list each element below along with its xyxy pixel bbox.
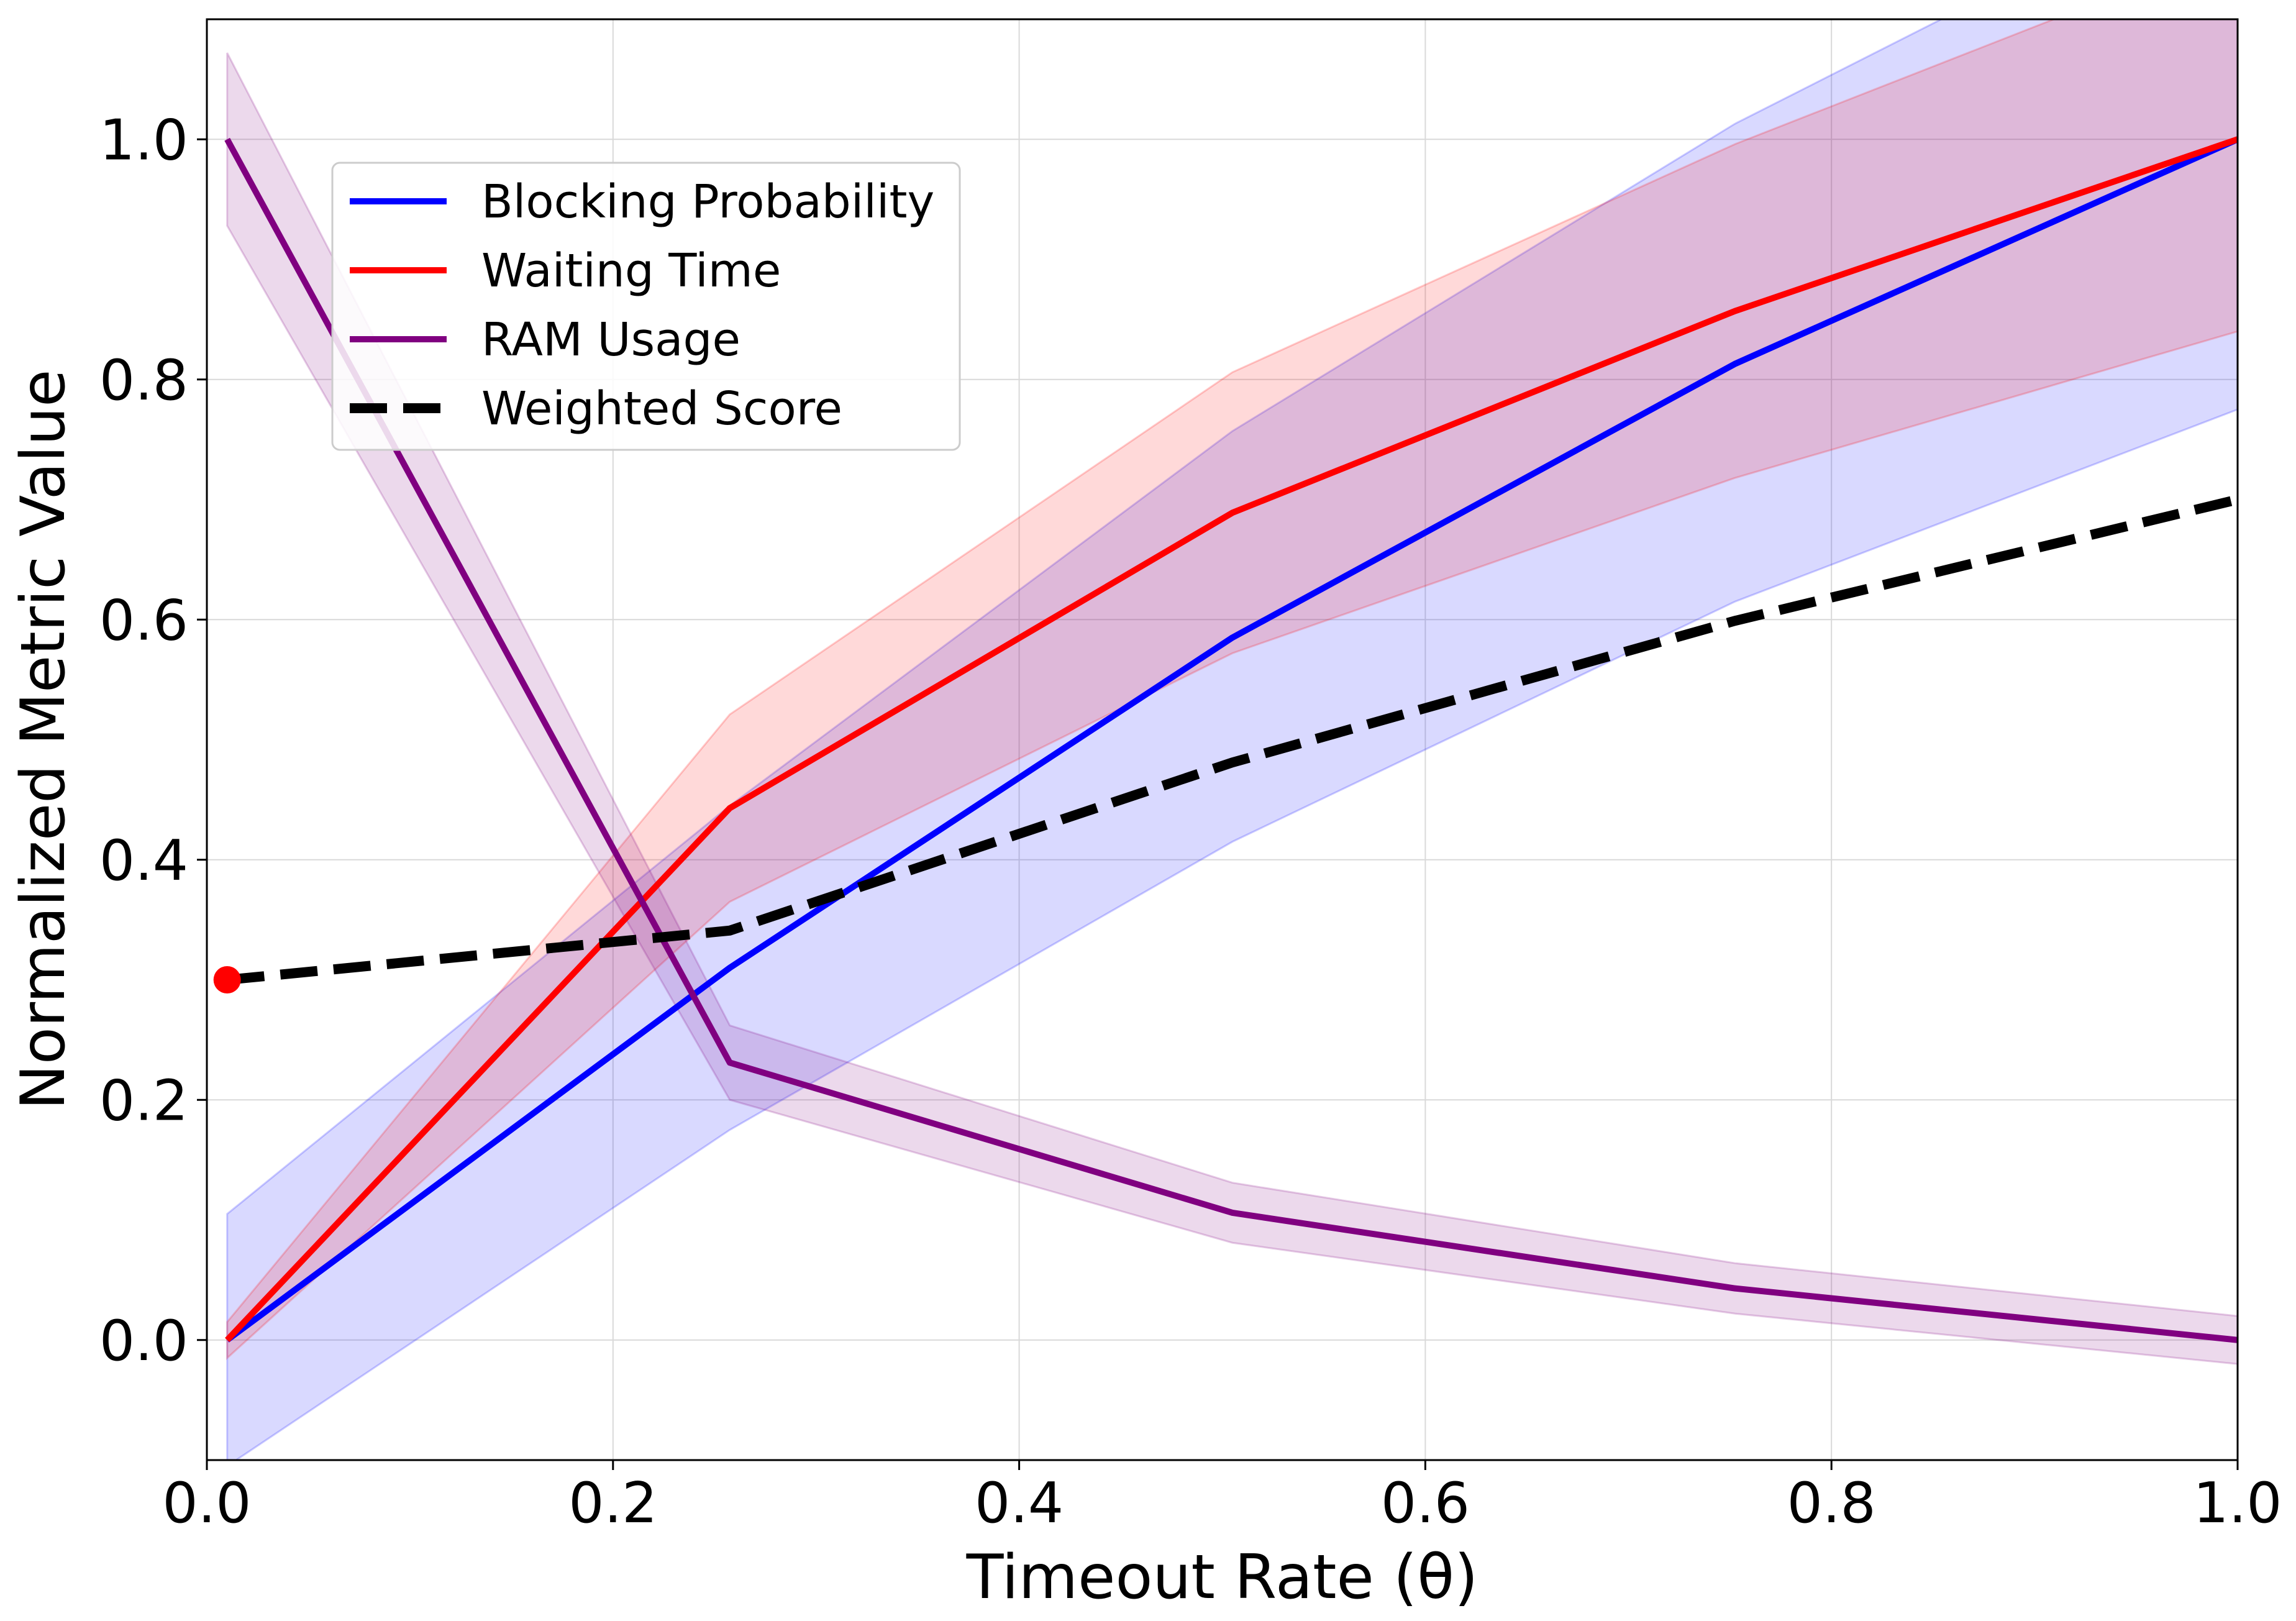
legend-label: Weighted Score [481, 382, 842, 436]
x-axis-label: Timeout Rate (θ) [966, 1542, 1478, 1613]
y-tick-label: 0.6 [99, 588, 188, 653]
x-tick-label: 0.6 [1381, 1471, 1470, 1536]
legend-label: Waiting Time [481, 244, 781, 298]
x-tick-label: 0.2 [568, 1471, 657, 1536]
y-tick-label: 1.0 [99, 107, 188, 173]
band-blocking-probability [226, 19, 2238, 1460]
axis-ticks: 0.0 0.2 0.4 0.6 0.8 1.0 0.0 0.2 0.4 0.6 0.8 1.0 [99, 107, 2282, 1536]
line-ram-usage [224, 137, 2238, 1343]
legend: Blocking Probability Waiting Time RAM Usag… [331, 162, 961, 451]
series-lines [224, 136, 2238, 1343]
y-tick-label: 0.2 [99, 1068, 188, 1133]
band-waiting-time [226, 19, 2238, 1361]
line-waiting-time [225, 136, 2238, 1343]
highlight-marker [213, 966, 241, 993]
x-tick-label: 0.4 [975, 1471, 1064, 1536]
y-tick-label: 0.4 [99, 828, 188, 893]
line-blocking-probability [225, 136, 2238, 1343]
line-weighted-score [226, 495, 2238, 985]
legend-label: RAM Usage [481, 313, 740, 367]
optimal-point-marker [213, 966, 241, 993]
axes-frame [206, 18, 2239, 1461]
x-tick-label: 0.8 [1787, 1471, 1876, 1536]
y-axis-label: Normalized Metric Value [8, 370, 79, 1110]
x-tick-label: 0.0 [162, 1471, 251, 1536]
y-tick-label: 0.0 [99, 1308, 188, 1374]
legend-box [331, 162, 961, 451]
y-tick-label: 0.8 [99, 348, 188, 413]
legend-label: Blocking Probability [481, 175, 934, 229]
confidence-bands [226, 19, 2238, 1460]
x-tick-label: 1.0 [2193, 1471, 2282, 1536]
band-ram-usage [226, 52, 2238, 1365]
